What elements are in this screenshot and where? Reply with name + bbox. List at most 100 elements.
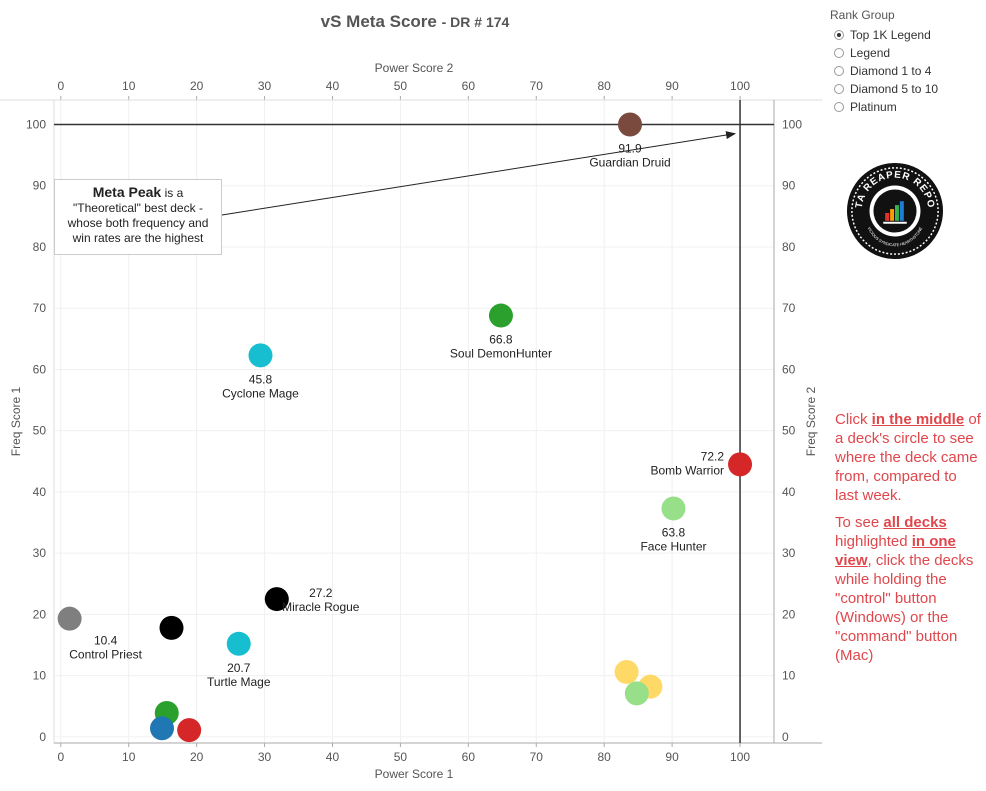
x-tick-top: 30 [258, 79, 272, 93]
instruction-multi-select: To see all decks highlighted in one view… [835, 514, 974, 664]
x-tick-bottom: 90 [665, 750, 679, 764]
y-tick-left: 30 [33, 546, 47, 560]
y-tick-left: 80 [33, 240, 47, 254]
meta-peak-callout: Meta Peak is a "Theoretical" best deck -… [54, 179, 222, 255]
y-tick-left: 60 [33, 362, 47, 376]
x-tick-bottom: 50 [394, 750, 408, 764]
x-axis-label-top: Power Score 2 [375, 61, 454, 75]
deck-name-label: Guardian Druid [589, 155, 670, 169]
deck-name-label: Miracle Rogue [282, 600, 360, 614]
x-tick-bottom: 60 [462, 750, 476, 764]
y-tick-right: 40 [782, 485, 796, 499]
deck-score-label: 91.9 [618, 141, 642, 155]
deck-name-label: Turtle Mage [207, 675, 271, 689]
callout-line-3: whose both frequency and [67, 216, 209, 230]
deck-point[interactable] [177, 718, 202, 743]
deck-point[interactable] [159, 615, 184, 640]
data-reaper-logo: DATA REAPER REPORT VICIOUS SYNDICATE HEA… [846, 162, 944, 260]
x-tick-bottom: 40 [326, 750, 340, 764]
x-tick-top: 90 [665, 79, 679, 93]
deck-point[interactable] [57, 606, 82, 631]
rank-option-label: Top 1K Legend [850, 28, 931, 42]
deck-point[interactable] [618, 112, 642, 137]
instruction-click: Click in the middle of a deck's circle t… [835, 411, 981, 504]
radio-icon[interactable] [834, 84, 844, 94]
y-tick-right: 60 [782, 362, 796, 376]
deck-point[interactable] [488, 303, 513, 328]
chart-title: vS Meta Score - DR # 174 [0, 12, 830, 32]
x-tick-bottom: 10 [122, 750, 136, 764]
deck-point[interactable] [614, 659, 639, 684]
deck-point[interactable] [248, 343, 273, 368]
x-tick-top: 70 [530, 79, 544, 93]
x-tick-bottom: 30 [258, 750, 272, 764]
x-tick-bottom: 100 [730, 750, 750, 764]
y-tick-right: 0 [782, 730, 789, 744]
y-tick-right: 100 [782, 117, 802, 131]
radio-icon[interactable] [834, 48, 844, 58]
deck-name-label: Control Priest [69, 648, 142, 662]
deck-name-label: Face Hunter [640, 539, 706, 553]
x-tick-top: 100 [730, 79, 750, 93]
meta-peak-title: Meta Peak [92, 184, 162, 200]
y-tick-right: 10 [782, 669, 796, 683]
radio-icon[interactable] [834, 102, 844, 112]
x-tick-top: 80 [598, 79, 612, 93]
deck-point[interactable] [150, 716, 174, 741]
callout-line-1: is a [164, 186, 184, 200]
y-tick-right: 80 [782, 240, 796, 254]
y-tick-right: 30 [782, 546, 796, 560]
deck-score-label: 10.4 [94, 634, 118, 648]
x-axis-label-bottom: Power Score 1 [375, 767, 454, 781]
x-tick-bottom: 70 [530, 750, 544, 764]
callout-line-2: "Theoretical" best deck - [73, 201, 203, 215]
rank-option-diamond-1-to-4[interactable]: Diamond 1 to 4 [830, 62, 938, 80]
x-tick-top: 0 [57, 79, 64, 93]
radio-icon[interactable] [834, 30, 844, 40]
rank-group-filter: Rank Group Top 1K Legend Legend Diamond 1 … [830, 8, 938, 116]
y-tick-right: 90 [782, 179, 796, 193]
x-tick-top: 50 [394, 79, 408, 93]
y-axis-label-right: Freq Score 2 [804, 386, 818, 456]
radio-icon[interactable] [834, 66, 844, 76]
deck-point[interactable] [226, 631, 251, 656]
deck-point[interactable] [728, 452, 753, 477]
y-tick-left: 70 [33, 301, 47, 315]
rank-option-platinum[interactable]: Platinum [830, 98, 938, 116]
x-tick-top: 10 [122, 79, 136, 93]
deck-name-label: Bomb Warrior [650, 463, 724, 477]
deck-score-label: 66.8 [489, 333, 513, 347]
x-tick-bottom: 20 [190, 750, 204, 764]
y-tick-left: 50 [33, 424, 47, 438]
x-tick-top: 40 [326, 79, 340, 93]
y-tick-left: 40 [33, 485, 47, 499]
chart-title-sub: - DR # 174 [441, 14, 510, 30]
rank-option-label: Diamond 5 to 10 [850, 82, 939, 96]
rank-option-label: Diamond 1 to 4 [850, 64, 932, 78]
deck-score-label: 72.2 [701, 449, 725, 463]
rank-option-label: Platinum [850, 100, 897, 114]
deck-name-label: Cyclone Mage [222, 386, 299, 400]
deck-point[interactable] [264, 587, 289, 612]
x-tick-top: 20 [190, 79, 204, 93]
rank-option-label: Legend [850, 46, 891, 60]
deck-point[interactable] [661, 496, 686, 521]
deck-score-label: 63.8 [662, 525, 686, 539]
y-tick-right: 50 [782, 424, 796, 438]
deck-score-label: 45.8 [249, 372, 273, 386]
rank-option-diamond-5-to-10[interactable]: Diamond 5 to 10 [830, 80, 938, 98]
deck-point[interactable] [624, 681, 649, 706]
deck-score-label: 20.7 [227, 661, 251, 675]
x-tick-bottom: 0 [57, 750, 64, 764]
rank-option-legend[interactable]: Legend [830, 44, 938, 62]
y-tick-left: 100 [26, 117, 46, 131]
y-tick-left: 0 [39, 730, 46, 744]
x-tick-bottom: 80 [598, 750, 612, 764]
meta-peak-arrow [221, 131, 737, 216]
deck-score-label: 27.2 [309, 586, 333, 600]
x-tick-top: 60 [462, 79, 476, 93]
rank-option-top-1k-legend[interactable]: Top 1K Legend [830, 26, 938, 44]
rank-group-label: Rank Group [830, 8, 895, 22]
deck-name-label: Soul DemonHunter [450, 347, 552, 361]
chart-title-main: vS Meta Score [320, 12, 437, 31]
